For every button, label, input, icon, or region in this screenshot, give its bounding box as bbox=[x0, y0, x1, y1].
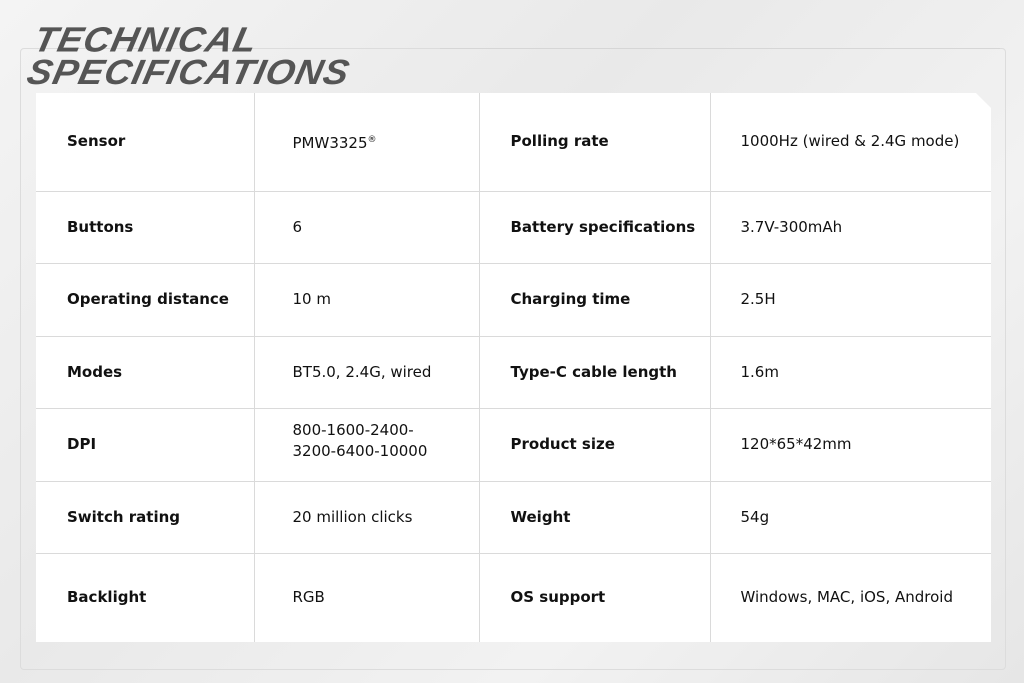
spec-label: Buttons bbox=[36, 190, 255, 264]
spec-label: Type-C cable length bbox=[478, 335, 711, 409]
spec-table: Sensor PMW3325® Polling rate 1000Hz (wired … bbox=[36, 93, 991, 642]
table-row: Switch rating 20 million clicks Weight 54g bbox=[36, 480, 991, 554]
spec-value-cell: 10 m bbox=[253, 262, 480, 337]
spec-label: Operating distance bbox=[36, 262, 255, 337]
frame-line bbox=[440, 48, 1000, 49]
spec-label: Battery specifications bbox=[478, 190, 711, 264]
page-title: TECHNICAL SPECIFICATIONS bbox=[23, 20, 359, 92]
table-row: Sensor PMW3325® Polling rate 1000Hz (wired … bbox=[36, 93, 991, 192]
spec-value: 10 m bbox=[292, 290, 331, 308]
spec-value: PMW3325 bbox=[292, 133, 368, 152]
table-row: Modes BT5.0, 2.4G, wired Type-C cable leng… bbox=[36, 335, 991, 409]
spec-label: Weight bbox=[478, 480, 711, 554]
spec-value: Windows, MAC, iOS, Android bbox=[709, 552, 991, 642]
spec-value: 120*65*42mm bbox=[709, 407, 991, 482]
spec-value: 1.6m bbox=[709, 335, 991, 409]
spec-value: 20 million clicks bbox=[292, 507, 413, 526]
spec-value: BT5.0, 2.4G, wired bbox=[292, 362, 432, 381]
spec-value-cell: BT5.0, 2.4G, wired bbox=[253, 335, 480, 409]
registered-mark: ® bbox=[367, 134, 377, 145]
spec-label: Sensor bbox=[36, 93, 255, 192]
table-row: Buttons 6 Battery specifications 3.7V-300mA… bbox=[36, 190, 991, 264]
spec-value: RGB bbox=[292, 588, 325, 607]
spec-value-cell: PMW3325® bbox=[253, 93, 480, 192]
spec-label: Polling rate bbox=[478, 93, 711, 192]
spec-value: 54g bbox=[709, 480, 991, 554]
spec-label: Modes bbox=[36, 335, 255, 409]
spec-value-cell: 6 bbox=[253, 190, 480, 264]
spec-value-line-2: 3200-6400-10000 bbox=[292, 441, 428, 460]
spec-value: 2.5H bbox=[709, 262, 991, 337]
spec-label: Switch rating bbox=[36, 480, 255, 554]
spec-value: 800-1600-2400- bbox=[292, 420, 414, 439]
spec-label: OS support bbox=[478, 552, 711, 642]
table-row: Operating distance 10 m Charging time 2.5H bbox=[36, 262, 991, 337]
spec-label: Product size bbox=[478, 407, 711, 482]
table-row: Backlight RGB OS support Windows, MAC, iOS,… bbox=[36, 552, 991, 642]
table-row: DPI 800-1600-2400- 3200-6400-10000 Product … bbox=[36, 407, 991, 482]
spec-value-cell: 20 million clicks bbox=[253, 480, 480, 554]
spec-value: 1000Hz (wired & 2.4G mode) bbox=[709, 93, 991, 192]
spec-value-cell: 800-1600-2400- 3200-6400-10000 bbox=[253, 407, 480, 482]
spec-label: DPI bbox=[36, 407, 255, 482]
spec-label: Backlight bbox=[36, 552, 255, 642]
spec-value: 6 bbox=[292, 217, 303, 236]
spec-value: 3.7V-300mAh bbox=[709, 190, 991, 264]
spec-value-cell: RGB bbox=[253, 552, 480, 642]
spec-label: Charging time bbox=[478, 262, 711, 337]
title-line-2: SPECIFICATIONS bbox=[23, 52, 354, 92]
